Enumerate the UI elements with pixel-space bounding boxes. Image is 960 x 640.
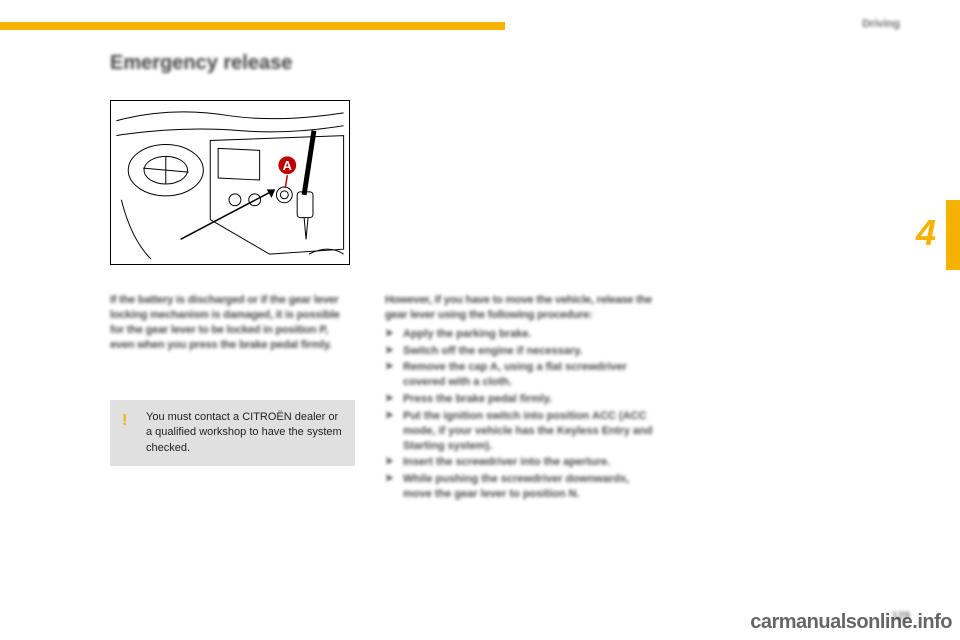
procedure-step: Apply the parking brake. bbox=[385, 327, 660, 342]
illustration: A bbox=[110, 100, 350, 265]
left-paragraph: If the battery is discharged or if the g… bbox=[110, 293, 355, 352]
watermark: carmanualsonline.info bbox=[750, 611, 952, 634]
right-intro: However, if you have to move the vehicle… bbox=[385, 293, 660, 323]
gear-lever-diagram-svg: A bbox=[111, 101, 349, 264]
left-column: If the battery is discharged or if the g… bbox=[110, 293, 355, 352]
chapter-number: 4 bbox=[916, 212, 936, 254]
procedure-step: While pushing the screwdriver downwards,… bbox=[385, 472, 660, 502]
warning-box: ! You must contact a CITROËN dealer or a… bbox=[110, 400, 355, 466]
page-title: Emergency release bbox=[110, 52, 292, 75]
procedure-step: Remove the cap A, using a flat screwdriv… bbox=[385, 360, 660, 390]
manual-page: Driving Emergency release bbox=[0, 0, 960, 640]
warning-text: You must contact a CITROËN dealer or a q… bbox=[146, 410, 343, 456]
procedure-step: Insert the screwdriver into the aperture… bbox=[385, 455, 660, 470]
right-column: However, if you have to move the vehicle… bbox=[385, 293, 660, 504]
section-header: Driving bbox=[862, 18, 900, 30]
procedure-step: Switch off the engine if necessary. bbox=[385, 344, 660, 359]
procedure-step: Put the ignition switch into position AC… bbox=[385, 409, 660, 454]
procedure-list: Apply the parking brake. Switch off the … bbox=[385, 327, 660, 502]
chapter-tab bbox=[946, 200, 960, 270]
procedure-step: Press the brake pedal firmly. bbox=[385, 392, 660, 407]
top-accent-bar bbox=[0, 22, 505, 30]
warning-icon: ! bbox=[122, 412, 127, 430]
callout-a-letter: A bbox=[283, 158, 292, 173]
